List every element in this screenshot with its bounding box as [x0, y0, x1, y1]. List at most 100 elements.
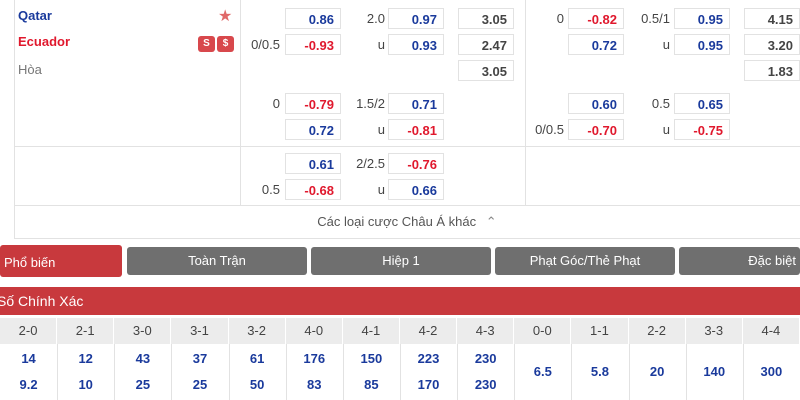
score-odds-away[interactable]: 10 — [78, 377, 93, 392]
score-odds-home[interactable]: 14 — [21, 351, 36, 366]
odds-cell[interactable]: -0.70 — [568, 119, 624, 140]
score-column-divider — [514, 344, 516, 400]
score-header: 4-3 — [457, 318, 514, 344]
score-odds-draw[interactable]: 20 — [649, 364, 665, 379]
score-column-divider — [57, 344, 59, 400]
tab-corners-cards[interactable]: Phạt Góc/Thẻ Phạt — [495, 247, 675, 275]
score-header: 4-2 — [399, 318, 457, 344]
score-header: 4-1 — [342, 318, 399, 344]
odds-1x2-cell[interactable]: 3.05 — [458, 8, 514, 29]
score-header: 3-3 — [685, 318, 742, 344]
correct-score-header[interactable]: Số Chính Xác — [0, 287, 800, 315]
score-odds-draw[interactable]: 5.8 — [590, 364, 609, 379]
odds-cell[interactable]: 0.60 — [568, 93, 624, 114]
odds-cell[interactable]: 0.86 — [285, 8, 341, 29]
home-team-name: Qatar — [18, 8, 52, 23]
score-header: 3-0 — [114, 318, 171, 344]
score-odds-away[interactable]: 50 — [249, 377, 265, 392]
score-odds-draw[interactable]: 140 — [703, 364, 726, 379]
score-column-divider — [399, 344, 401, 400]
under-label: u — [377, 182, 385, 197]
column-divider — [240, 0, 241, 205]
score-odds-draw[interactable]: 6.5 — [533, 364, 552, 379]
tab-first-half[interactable]: Hiệp 1 — [311, 247, 491, 275]
dollar-badge-icon[interactable]: $ — [217, 36, 234, 52]
odds-cell[interactable]: 0.97 — [388, 8, 444, 29]
odds-cell[interactable]: 0.61 — [285, 153, 341, 174]
odds-cell[interactable]: -0.93 — [285, 34, 341, 55]
handicap-value: 0 — [556, 11, 564, 26]
row-divider — [14, 205, 800, 206]
column-divider — [525, 0, 526, 205]
more-asian-odds-link[interactable]: Các loại cược Châu Á khác ⌃ — [14, 206, 800, 238]
score-odds-home[interactable]: 37 — [192, 351, 208, 366]
handicap-value: 0/0.5 — [251, 37, 280, 52]
total-line: 0.5 — [651, 96, 670, 111]
odds-cell[interactable]: -0.81 — [388, 119, 444, 140]
odds-cell[interactable]: -0.79 — [285, 93, 341, 114]
score-odds-home[interactable]: 12 — [78, 351, 93, 366]
score-odds-away[interactable]: 230 — [474, 377, 497, 392]
score-odds-home[interactable]: 230 — [474, 351, 497, 366]
odds-cell[interactable]: -0.68 — [285, 179, 341, 200]
score-column-divider — [285, 344, 287, 400]
stats-badge-icon[interactable]: S — [198, 36, 215, 52]
score-column-divider — [571, 344, 573, 400]
score-header: 4-0 — [285, 318, 342, 344]
score-column-divider — [114, 344, 116, 400]
score-column-divider — [685, 344, 687, 400]
score-odds-away[interactable]: 170 — [417, 377, 440, 392]
odds-cell[interactable]: 0.66 — [388, 179, 444, 200]
score-odds-away[interactable]: 25 — [192, 377, 208, 392]
odds-cell[interactable]: 0.72 — [285, 119, 341, 140]
score-header: 2-0 — [0, 318, 57, 344]
score-header: 1-1 — [571, 318, 628, 344]
odds-cell[interactable]: -0.75 — [674, 119, 730, 140]
odds-cell[interactable]: 0.72 — [568, 34, 624, 55]
under-label: u — [662, 37, 670, 52]
score-header: 3-2 — [228, 318, 285, 344]
score-odds-draw[interactable]: 300 — [760, 364, 783, 379]
score-odds-home[interactable]: 61 — [249, 351, 265, 366]
score-column-divider — [457, 344, 459, 400]
chevron-up-icon: ⌃ — [485, 214, 497, 229]
score-column-divider — [342, 344, 344, 400]
draw-label: Hòa — [18, 62, 42, 77]
under-label: u — [377, 122, 385, 137]
handicap-value: 0/0.5 — [535, 122, 564, 137]
odds-1x2-cell[interactable]: 3.05 — [458, 60, 514, 81]
odds-cell[interactable]: 0.65 — [674, 93, 730, 114]
tab-popular[interactable]: Phổ biến — [0, 245, 122, 277]
total-line: 2.0 — [366, 11, 385, 26]
handicap-value: 0 — [272, 96, 280, 111]
odds-1x2-cell[interactable]: 3.20 — [744, 34, 800, 55]
odds-cell[interactable]: 0.95 — [674, 8, 730, 29]
odds-cell[interactable]: 0.71 — [388, 93, 444, 114]
odds-cell[interactable]: -0.76 — [388, 153, 444, 174]
section-title: Số Chính Xác — [0, 293, 84, 309]
score-odds-away[interactable]: 83 — [307, 377, 322, 392]
score-odds-home[interactable]: 43 — [135, 351, 151, 366]
odds-1x2-cell[interactable]: 2.47 — [458, 34, 514, 55]
score-header: 3-1 — [171, 318, 228, 344]
more-link-label: Các loại cược Châu Á khác — [317, 214, 477, 229]
odds-cell[interactable]: 0.95 — [674, 34, 730, 55]
score-odds-home[interactable]: 223 — [417, 351, 440, 366]
star-icon[interactable]: ★ — [218, 8, 233, 25]
score-column-divider — [228, 344, 230, 400]
score-odds-home[interactable]: 176 — [303, 351, 326, 366]
score-odds-away[interactable]: 25 — [135, 377, 151, 392]
odds-1x2-cell[interactable]: 1.83 — [744, 60, 800, 81]
score-odds-home[interactable]: 150 — [360, 351, 383, 366]
total-line: 2/2.5 — [356, 156, 385, 171]
score-header: 2-2 — [628, 318, 685, 344]
under-label: u — [662, 122, 670, 137]
score-odds-away[interactable]: 85 — [364, 377, 379, 392]
row-divider — [14, 146, 800, 147]
odds-1x2-cell[interactable]: 4.15 — [744, 8, 800, 29]
score-odds-away[interactable]: 9.2 — [19, 377, 38, 392]
tab-full-match[interactable]: Toàn Trận — [127, 247, 307, 275]
tab-special[interactable]: Đặc biệt — [679, 247, 800, 275]
odds-cell[interactable]: 0.93 — [388, 34, 444, 55]
odds-cell[interactable]: -0.82 — [568, 8, 624, 29]
